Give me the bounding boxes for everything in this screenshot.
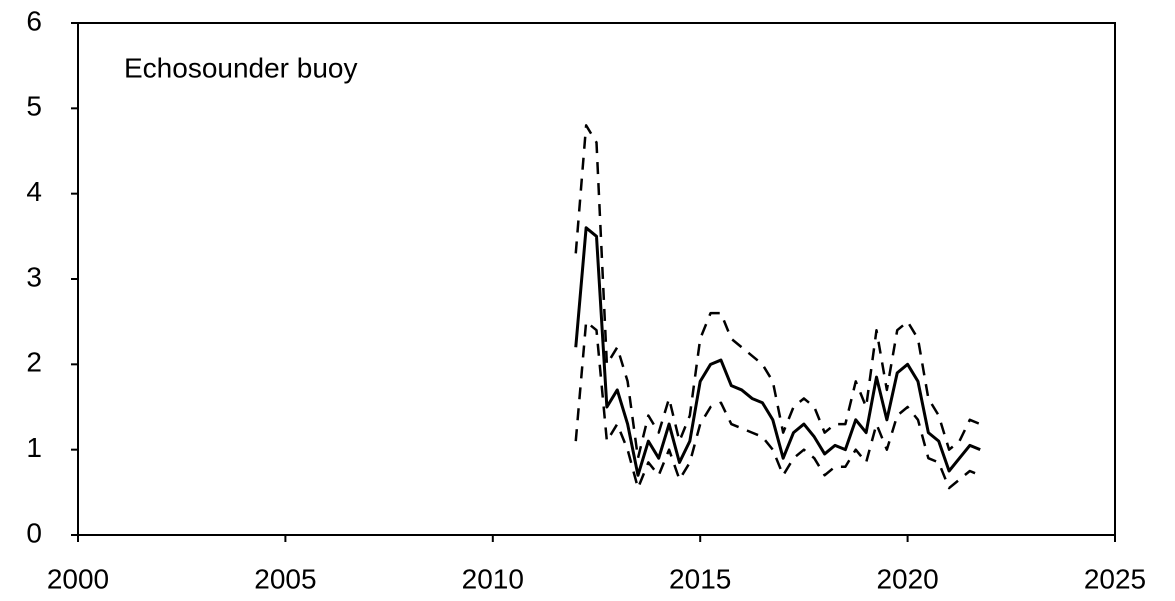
y-tick-label: 6 bbox=[26, 5, 42, 36]
x-tick-label: 2015 bbox=[669, 563, 731, 594]
y-tick-label: 0 bbox=[26, 517, 42, 548]
y-tick-label: 3 bbox=[26, 261, 42, 292]
y-tick-label: 4 bbox=[26, 176, 42, 207]
y-tick-label: 5 bbox=[26, 91, 42, 122]
dashed-line bbox=[574, 320, 981, 490]
x-tick-label: 2000 bbox=[47, 563, 109, 594]
x-tick-label: 2005 bbox=[254, 563, 316, 594]
x-tick-label: 2020 bbox=[876, 563, 938, 594]
y-tick-label: 1 bbox=[26, 432, 42, 463]
x-tick-label: 2010 bbox=[462, 563, 524, 594]
y-tick-label: 2 bbox=[26, 347, 42, 378]
chart-title: Echosounder buoy bbox=[124, 52, 358, 83]
line bbox=[574, 226, 981, 477]
dashed-line bbox=[574, 124, 981, 460]
x-tick-label: 2025 bbox=[1084, 563, 1146, 594]
